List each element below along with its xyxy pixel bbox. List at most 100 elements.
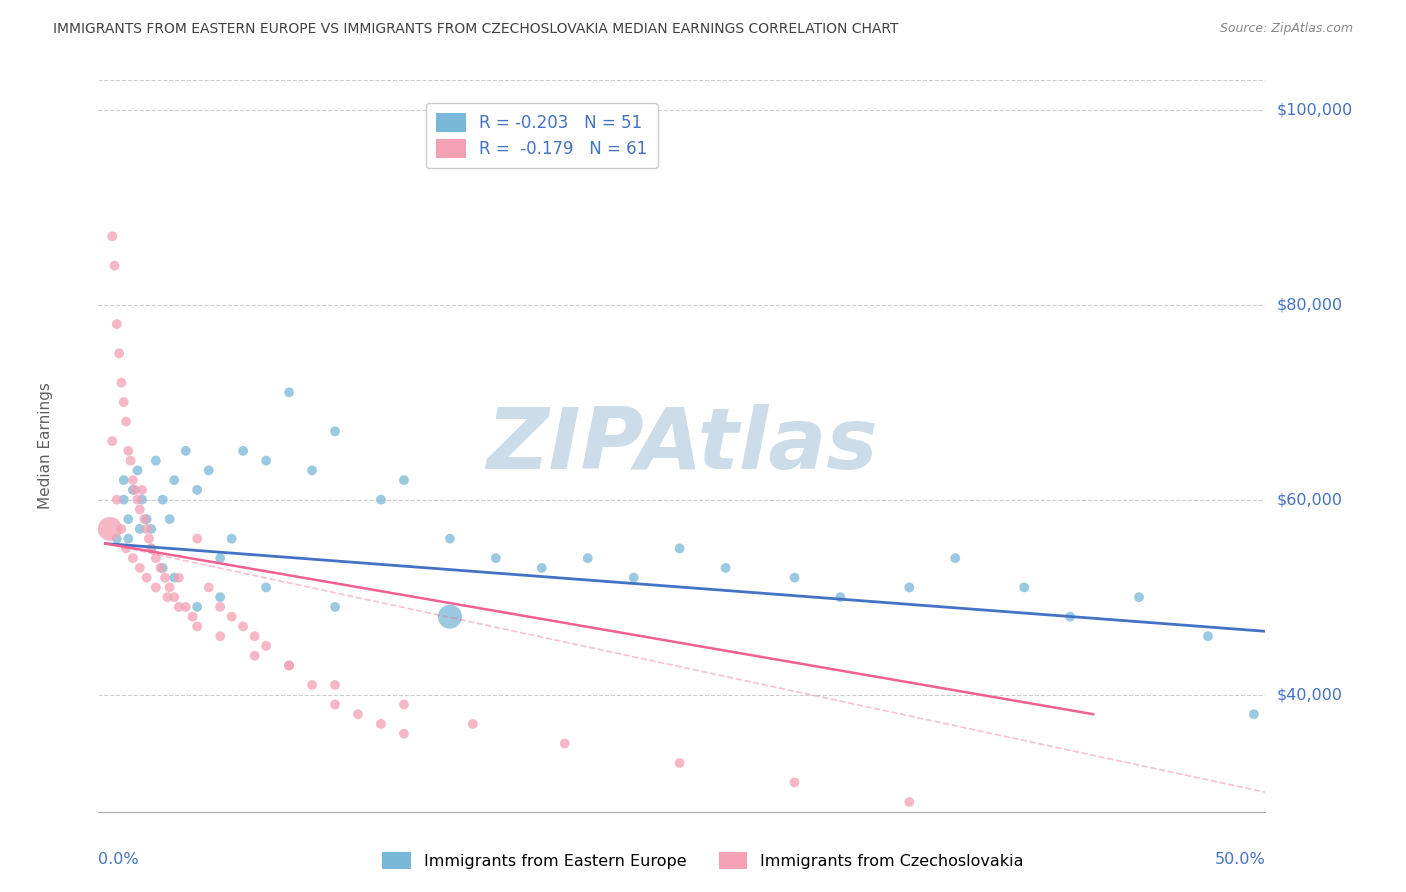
Point [156,590,179,604]
Point [392,473,415,487]
Point [127,492,149,507]
Point [370,717,392,731]
Point [163,473,186,487]
Point [167,599,190,614]
Point [149,561,172,575]
Text: Median Earnings: Median Earnings [38,383,53,509]
Point [186,619,208,633]
Point [221,609,243,624]
Text: Source: ZipAtlas.com: Source: ZipAtlas.com [1219,22,1353,36]
Point [135,571,157,585]
Point [221,532,243,546]
Point [135,522,157,536]
Point [439,532,461,546]
Point [145,581,167,595]
Point [134,512,156,526]
Point [110,522,132,536]
Legend: R = -0.203   N = 51, R =  -0.179   N = 61: R = -0.203 N = 51, R = -0.179 N = 61 [426,103,658,169]
Point [174,443,197,458]
Point [783,571,806,585]
Point [108,346,131,360]
Point [1059,609,1081,624]
Point [278,385,301,400]
Point [145,551,167,566]
Point [898,581,921,595]
Point [135,512,157,526]
Point [439,609,461,624]
Point [623,571,645,585]
Text: IMMIGRANTS FROM EASTERN EUROPE VS IMMIGRANTS FROM CZECHOSLOVAKIA MEDIAN EARNINGS: IMMIGRANTS FROM EASTERN EUROPE VS IMMIGR… [53,22,898,37]
Text: 0.0%: 0.0% [98,852,139,867]
Point [232,443,254,458]
Point [128,561,150,575]
Point [392,727,415,741]
Point [301,678,323,692]
Point [197,581,219,595]
Point [105,317,128,331]
Point [370,492,392,507]
Point [138,532,160,546]
Text: $100,000: $100,000 [1277,102,1353,117]
Point [101,229,124,244]
Point [186,532,208,546]
Point [103,259,125,273]
Point [186,599,208,614]
Point [668,756,690,770]
Text: $60,000: $60,000 [1277,492,1343,508]
Point [181,609,204,624]
Point [153,571,176,585]
Point [254,639,277,653]
Point [152,492,174,507]
Point [1012,581,1035,595]
Point [1197,629,1219,643]
Point [1243,707,1265,722]
Point [112,473,135,487]
Point [783,775,806,789]
Point [127,463,149,477]
Point [830,590,852,604]
Text: $80,000: $80,000 [1277,297,1343,312]
Point [243,629,266,643]
Point [141,541,163,556]
Point [668,541,690,556]
Text: 50.0%: 50.0% [1215,852,1265,867]
Point [163,590,186,604]
Point [167,571,190,585]
Point [485,551,508,566]
Point [254,581,277,595]
Point [110,376,132,390]
Point [323,599,346,614]
Point [163,571,186,585]
Point [301,463,323,477]
Point [347,707,370,722]
Point [530,561,553,575]
Point [576,551,599,566]
Point [232,619,254,633]
Point [943,551,966,566]
Point [159,581,181,595]
Point [122,483,145,497]
Text: ZIPAtlas: ZIPAtlas [486,404,877,488]
Point [323,678,346,692]
Point [115,541,138,556]
Point [323,698,346,712]
Point [122,551,145,566]
Point [152,561,174,575]
Text: $40,000: $40,000 [1277,687,1343,702]
Point [174,599,197,614]
Point [254,453,277,467]
Point [278,658,301,673]
Point [145,453,167,467]
Legend: Immigrants from Eastern Europe, Immigrants from Czechoslovakia: Immigrants from Eastern Europe, Immigran… [375,846,1031,875]
Point [128,522,150,536]
Point [131,492,153,507]
Point [209,590,232,604]
Point [101,434,124,449]
Point [105,492,128,507]
Point [120,453,142,467]
Point [141,541,163,556]
Point [117,443,139,458]
Point [392,698,415,712]
Point [209,629,232,643]
Point [124,483,146,497]
